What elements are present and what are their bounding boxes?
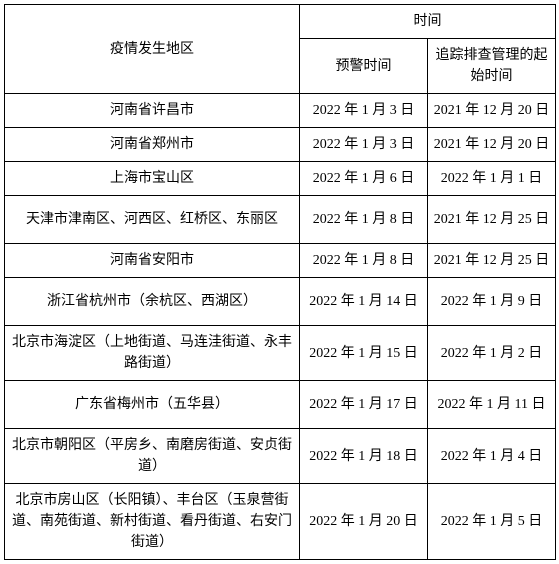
header-warning-time: 预警时间 xyxy=(300,39,428,94)
cell-region: 河南省安阳市 xyxy=(5,244,300,278)
table-row: 浙江省杭州市（余杭区、西湖区）2022 年 1 月 14 日2022 年 1 月… xyxy=(5,278,556,326)
cell-region: 北京市朝阳区（平房乡、南磨房街道、安贞街道） xyxy=(5,429,300,484)
table-row: 广东省梅州市（五华县）2022 年 1 月 17 日2022 年 1 月 11 … xyxy=(5,381,556,429)
cell-tracking-time: 2022 年 1 月 1 日 xyxy=(428,162,556,196)
cell-warning-time: 2022 年 1 月 3 日 xyxy=(300,128,428,162)
header-row-1: 疫情发生地区 时间 xyxy=(5,5,556,39)
cell-region: 河南省许昌市 xyxy=(5,94,300,128)
table-row: 北京市海淀区（上地街道、马连洼街道、永丰路街道）2022 年 1 月 15 日2… xyxy=(5,326,556,381)
table-row: 上海市宝山区2022 年 1 月 6 日2022 年 1 月 1 日 xyxy=(5,162,556,196)
cell-warning-time: 2022 年 1 月 14 日 xyxy=(300,278,428,326)
cell-region: 上海市宝山区 xyxy=(5,162,300,196)
header-tracking-time: 追踪排查管理的起始时间 xyxy=(428,39,556,94)
cell-region: 北京市海淀区（上地街道、马连洼街道、永丰路街道） xyxy=(5,326,300,381)
cell-tracking-time: 2021 年 12 月 20 日 xyxy=(428,94,556,128)
cell-region: 浙江省杭州市（余杭区、西湖区） xyxy=(5,278,300,326)
cell-warning-time: 2022 年 1 月 17 日 xyxy=(300,381,428,429)
cell-tracking-time: 2021 年 12 月 25 日 xyxy=(428,244,556,278)
cell-warning-time: 2022 年 1 月 8 日 xyxy=(300,244,428,278)
table-body: 河南省许昌市2022 年 1 月 3 日2021 年 12 月 20 日河南省郑… xyxy=(5,94,556,560)
table-row: 北京市房山区（长阳镇）、丰台区（玉泉营街道、南苑街道、新村街道、看丹街道、右安门… xyxy=(5,484,556,560)
cell-region: 天津市津南区、河西区、红桥区、东丽区 xyxy=(5,196,300,244)
cell-region: 北京市房山区（长阳镇）、丰台区（玉泉营街道、南苑街道、新村街道、看丹街道、右安门… xyxy=(5,484,300,560)
cell-tracking-time: 2022 年 1 月 5 日 xyxy=(428,484,556,560)
cell-warning-time: 2022 年 1 月 3 日 xyxy=(300,94,428,128)
cell-region: 河南省郑州市 xyxy=(5,128,300,162)
cell-warning-time: 2022 年 1 月 20 日 xyxy=(300,484,428,560)
cell-tracking-time: 2022 年 1 月 9 日 xyxy=(428,278,556,326)
cell-warning-time: 2022 年 1 月 8 日 xyxy=(300,196,428,244)
cell-warning-time: 2022 年 1 月 6 日 xyxy=(300,162,428,196)
cell-region: 广东省梅州市（五华县） xyxy=(5,381,300,429)
table-header: 疫情发生地区 时间 预警时间 追踪排查管理的起始时间 xyxy=(5,5,556,94)
table-row: 河南省郑州市2022 年 1 月 3 日2021 年 12 月 20 日 xyxy=(5,128,556,162)
header-region: 疫情发生地区 xyxy=(5,5,300,94)
cell-tracking-time: 2022 年 1 月 2 日 xyxy=(428,326,556,381)
table-row: 天津市津南区、河西区、红桥区、东丽区2022 年 1 月 8 日2021 年 1… xyxy=(5,196,556,244)
cell-warning-time: 2022 年 1 月 18 日 xyxy=(300,429,428,484)
cell-tracking-time: 2021 年 12 月 20 日 xyxy=(428,128,556,162)
table-row: 河南省许昌市2022 年 1 月 3 日2021 年 12 月 20 日 xyxy=(5,94,556,128)
table-row: 北京市朝阳区（平房乡、南磨房街道、安贞街道）2022 年 1 月 18 日202… xyxy=(5,429,556,484)
cell-tracking-time: 2022 年 1 月 4 日 xyxy=(428,429,556,484)
epidemic-table: 疫情发生地区 时间 预警时间 追踪排查管理的起始时间 河南省许昌市2022 年 … xyxy=(4,4,556,560)
cell-tracking-time: 2021 年 12 月 25 日 xyxy=(428,196,556,244)
table-row: 河南省安阳市2022 年 1 月 8 日2021 年 12 月 25 日 xyxy=(5,244,556,278)
cell-tracking-time: 2022 年 1 月 11 日 xyxy=(428,381,556,429)
cell-warning-time: 2022 年 1 月 15 日 xyxy=(300,326,428,381)
header-time-group: 时间 xyxy=(300,5,556,39)
